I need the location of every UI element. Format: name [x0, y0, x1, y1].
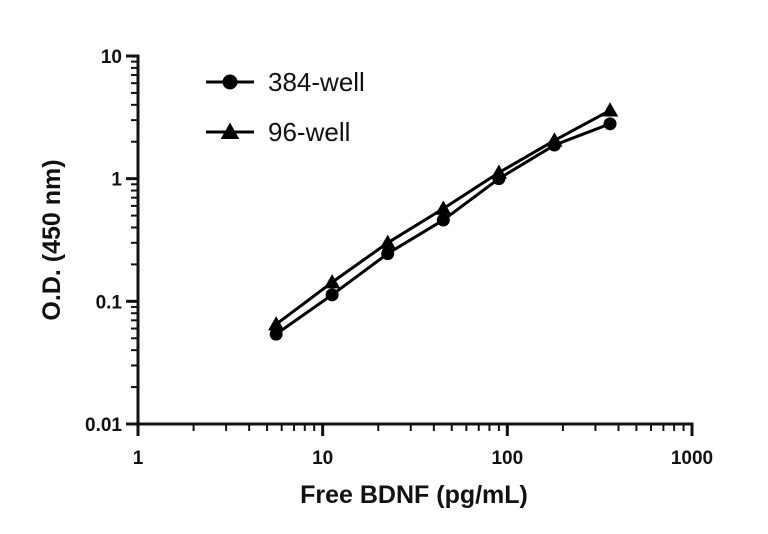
legend-circle-marker [223, 75, 238, 90]
x-tick-label: 10 [312, 448, 333, 469]
data-point [380, 235, 396, 249]
data-point [437, 214, 450, 227]
data-point [491, 165, 507, 179]
x-tick-label: 100 [491, 448, 523, 469]
legend-item: 96-well [206, 117, 350, 147]
data-point [546, 132, 562, 146]
legend: 384-well 96-well [206, 67, 365, 147]
y-axis-title: O.D. (450 nm) [38, 159, 66, 320]
data-point [326, 288, 339, 301]
x-axis-title: Free BDNF (pg/mL) [300, 481, 528, 509]
data-point [604, 117, 617, 130]
y-tick-label: 0.01 [85, 415, 122, 436]
series-line [276, 124, 610, 334]
data-point [602, 102, 618, 116]
legend-item: 384-well [206, 67, 365, 97]
y-tick-label: 0.1 [96, 292, 123, 313]
y-tick-label: 10 [101, 47, 122, 68]
legend-label: 96-well [268, 117, 350, 147]
x-tick-label: 1000 [671, 448, 713, 469]
x-tick-label: 1 [133, 448, 144, 469]
y-tick-label: 1 [111, 170, 122, 191]
data-point [381, 247, 394, 260]
data-point [324, 274, 340, 288]
axes: 1 10 100 1000 0.01 0.1 1 10 [85, 47, 713, 469]
data-point [435, 200, 451, 214]
series-384-well [270, 117, 617, 340]
legend-label: 384-well [268, 67, 365, 97]
